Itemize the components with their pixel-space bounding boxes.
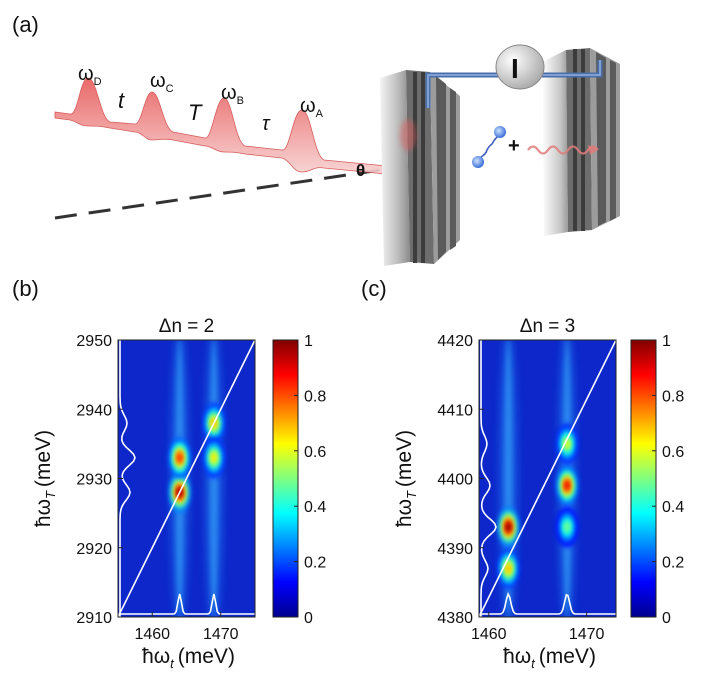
y-tick-label-2: 2930 bbox=[76, 472, 112, 489]
vertical-projection-trace bbox=[480, 340, 497, 617]
y-tick-label-0: 2910 bbox=[76, 610, 112, 627]
colorbar-tick-label-1: 0.2 bbox=[304, 555, 326, 572]
peak-3 bbox=[555, 423, 579, 465]
heatmap-field bbox=[479, 340, 616, 617]
colorbar-tick-label-4: 0.8 bbox=[662, 388, 684, 405]
horizontal-projection-trace bbox=[118, 593, 255, 615]
diagonal-line bbox=[118, 340, 255, 617]
heatmap-delta-n-3: 4380 4390 4400 4410 4420 1460 1470 Δn = 3 ħωt (me… bbox=[393, 316, 684, 671]
peak-2 bbox=[555, 464, 579, 506]
heatmap-delta-n-2: 2910 2920 2930 2940 2950 1460 1470 Δn = 2 ħωt (me… bbox=[32, 316, 326, 671]
x-tick-label-0: 1460 bbox=[134, 626, 170, 643]
y-axis-label: ħωT(meV) bbox=[32, 430, 58, 527]
x-axis-label: ħωt (meV) bbox=[142, 645, 235, 671]
angle-theta-label: θ bbox=[356, 161, 365, 180]
colorbar bbox=[630, 339, 657, 618]
horizontal-projection-trace bbox=[479, 591, 616, 615]
delay-T-label: T bbox=[188, 100, 203, 125]
pulse-d-label: ωD bbox=[78, 63, 102, 88]
x-tick-label-1: 1470 bbox=[569, 626, 605, 643]
sample-slab-right bbox=[542, 48, 620, 236]
pulse-b-label: ωB bbox=[221, 82, 244, 107]
colorbar-tick-label-0: 0 bbox=[304, 610, 313, 627]
x-tick-label-1: 1470 bbox=[203, 626, 239, 643]
colorbar-tick-label-3: 0.6 bbox=[662, 444, 684, 461]
current-symbol: I bbox=[511, 53, 519, 84]
exciton-icon bbox=[472, 126, 506, 168]
panel-b-label: (b) bbox=[12, 276, 39, 301]
colorbar-tick-label-2: 0.4 bbox=[662, 499, 684, 516]
y-axis-label: ħωT(meV) bbox=[393, 430, 419, 527]
x-axis-label: ħωt (meV) bbox=[503, 645, 596, 671]
colorbar-tick-label-2: 0.4 bbox=[304, 499, 326, 516]
y-tick-label-2: 4400 bbox=[437, 472, 473, 489]
plus-symbol: + bbox=[508, 135, 520, 157]
colorbar-tick-label-4: 0.8 bbox=[304, 388, 326, 405]
y-tick-label-3: 2940 bbox=[76, 402, 112, 419]
y-tick-label-1: 4390 bbox=[437, 541, 473, 558]
sample-slab-left bbox=[380, 70, 460, 266]
pulse-c-label: ωC bbox=[150, 70, 174, 95]
delay-t-label: t bbox=[118, 88, 125, 113]
colorbar-tick-label-0: 0 bbox=[662, 610, 671, 627]
diagonal-line bbox=[479, 340, 616, 617]
y-tick-label-4: 2950 bbox=[76, 333, 112, 350]
photon-wave-icon bbox=[527, 145, 599, 155]
panel-a-label: (a) bbox=[12, 12, 39, 37]
delay-tau-label: τ bbox=[262, 113, 271, 135]
panel-c-label: (c) bbox=[361, 276, 387, 301]
peak-1 bbox=[497, 548, 520, 589]
heatmap-field bbox=[118, 340, 255, 617]
colorbar-tick-label-5: 1 bbox=[304, 333, 313, 350]
colorbar-tick-label-3: 0.6 bbox=[304, 444, 326, 461]
y-tick-label-3: 4410 bbox=[437, 402, 473, 419]
colorbar-tick-label-1: 0.2 bbox=[662, 555, 684, 572]
colorbar-tick-label-5: 1 bbox=[662, 333, 671, 350]
dashed-beam-line bbox=[54, 164, 409, 220]
peak-3 bbox=[202, 437, 226, 479]
colorbar bbox=[272, 339, 299, 618]
peak-1 bbox=[168, 437, 191, 479]
y-tick-label-1: 2920 bbox=[76, 541, 112, 558]
peak-0 bbox=[497, 506, 520, 548]
ammeter-icon bbox=[495, 44, 545, 90]
chart-title: Δn = 3 bbox=[520, 316, 575, 337]
electrode-wire bbox=[425, 60, 603, 108]
x-tick-label-0: 1460 bbox=[471, 626, 507, 643]
pulse-a-label: ωA bbox=[300, 95, 324, 120]
y-tick-label-0: 4380 bbox=[437, 610, 473, 627]
y-tick-label-4: 4420 bbox=[437, 333, 473, 350]
peak-4 bbox=[555, 506, 579, 548]
chart-title: Δn = 2 bbox=[159, 316, 214, 337]
